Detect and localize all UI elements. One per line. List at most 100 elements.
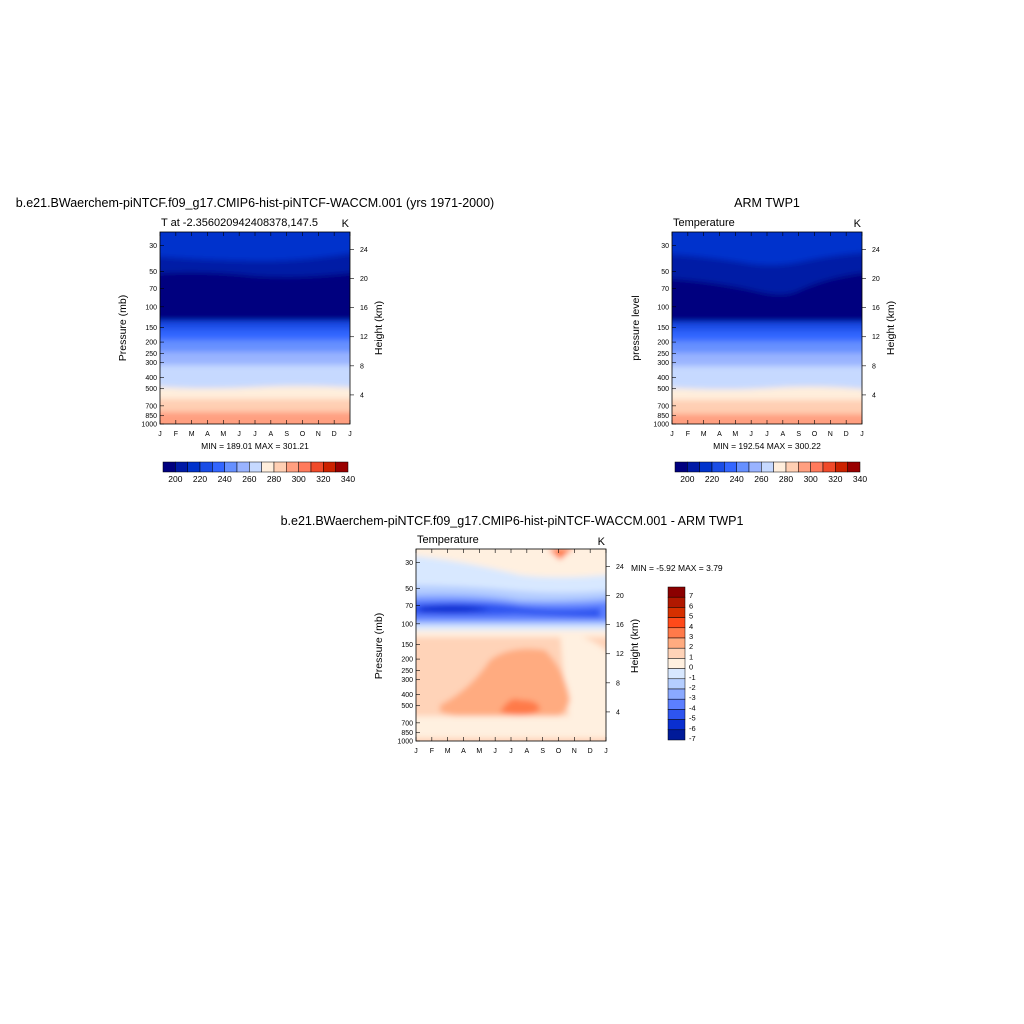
x-tick-label: J (860, 431, 864, 438)
colorbar-swatch (667, 719, 686, 731)
panel-obs-subtitle: Temperature (673, 217, 735, 229)
colorbar-swatch (835, 461, 848, 473)
colorbar-swatch (335, 461, 349, 473)
y-right-tick-label: 24 (872, 247, 880, 254)
panel-diff-contours (416, 549, 606, 741)
colorbar-label: -4 (689, 703, 696, 712)
y-tick-label: 250 (657, 351, 669, 358)
y-tick-label: 200 (657, 340, 669, 347)
x-tick-label: J (670, 431, 674, 438)
y-tick-label: 70 (661, 286, 669, 293)
panel-diff-axes: J F M A M J J A S O N D J 30 50 70 100 150 200 250 300 400 500… (397, 549, 624, 755)
y-tick-label: 200 (145, 340, 157, 347)
colorbar-swatch (724, 461, 737, 473)
panel-obs-axes: J F M A M J J A S O N D J 30 50 70 100 150 200 250 300 400 500… (653, 232, 880, 438)
y-right-tick-label: 12 (360, 334, 368, 341)
colorbar-swatch (822, 461, 836, 473)
colorbar-swatch (224, 461, 238, 473)
panel-model-minmax: MIN = 189.01 MAX = 301.21 (201, 441, 309, 451)
colorbar-swatch (187, 461, 201, 473)
panel-model: b.e21.BWaerchem-piNTCF.f09_g17.CMIP6-his… (16, 196, 494, 484)
colorbar-swatch (699, 461, 713, 473)
y-tick-label: 300 (145, 360, 157, 367)
x-tick-label: J (348, 431, 352, 438)
y-tick-label: 30 (149, 243, 157, 250)
y-right-tick-label: 4 (616, 709, 620, 716)
y-right-tick-label: 16 (872, 305, 880, 312)
y-tick-label: 100 (145, 304, 157, 311)
x-tick-label: A (205, 431, 210, 438)
panel-model-units: K (342, 218, 350, 230)
colorbar-swatch (667, 617, 686, 629)
x-tick-label: J (493, 748, 497, 755)
y-right-tick-label: 8 (616, 680, 620, 687)
colorbar-swatch (175, 461, 188, 473)
y-tick-label: 850 (401, 730, 413, 737)
colorbar-label: -7 (689, 734, 696, 743)
y-right-tick-label: 12 (872, 334, 880, 341)
x-tick-label: A (717, 431, 722, 438)
x-tick-label: M (476, 748, 482, 755)
panel-diff-minmax: MIN = -5.92 MAX = 3.79 (631, 563, 723, 573)
x-tick-label: S (796, 431, 801, 438)
x-tick-label: F (174, 431, 178, 438)
y-tick-label: 1000 (141, 422, 157, 429)
colorbar-swatch (667, 709, 686, 720)
colorbar-swatch (761, 461, 774, 473)
colorbar-swatch (773, 461, 787, 473)
colorbar-label: 240 (730, 474, 744, 484)
y-tick-label: 50 (405, 586, 413, 593)
colorbar-label: 0 (689, 663, 693, 672)
y-right-tick-label: 8 (872, 363, 876, 370)
y-tick-label: 400 (657, 375, 669, 382)
y-right-tick-label: 8 (360, 363, 364, 370)
y-tick-label: 300 (657, 360, 669, 367)
x-tick-label: D (332, 431, 337, 438)
colorbar-swatch (667, 698, 686, 710)
colorbar-swatch (667, 596, 686, 608)
panel-obs-units: K (854, 218, 862, 230)
y-tick-label: 700 (657, 403, 669, 410)
y-right-tick-label: 20 (616, 593, 624, 600)
colorbar-label: 320 (316, 474, 330, 484)
colorbar-swatch (667, 658, 686, 669)
panel-model-subtitle: T at -2.356020942408378,147.5 (161, 217, 318, 229)
panel-obs-minmax: MIN = 192.54 MAX = 300.22 (713, 441, 821, 451)
panel-diff-units: K (598, 536, 606, 548)
y-tick-label: 100 (401, 621, 413, 628)
y-tick-label: 30 (661, 243, 669, 250)
y-tick-label: 850 (657, 413, 669, 420)
x-tick-label: J (509, 748, 513, 755)
y-tick-label: 500 (401, 703, 413, 710)
x-tick-label: O (556, 748, 562, 755)
panel-model-axes: J F M A M J J A S O N D J 30 50 70 100 150 200 250 300 400 500… (141, 232, 368, 438)
y-right-tick-label: 20 (360, 276, 368, 283)
x-tick-label: F (686, 431, 690, 438)
y-tick-label: 1000 (397, 739, 413, 746)
colorbar-swatch (667, 678, 686, 690)
x-tick-label: O (300, 431, 306, 438)
x-tick-label: J (765, 431, 769, 438)
y-tick-label: 70 (149, 286, 157, 293)
colorbar-swatch (667, 688, 686, 700)
colorbar-label: 1 (689, 652, 693, 661)
colorbar-label: 200 (680, 474, 694, 484)
y-right-tick-label: 16 (616, 622, 624, 629)
y-tick-label: 100 (657, 304, 669, 311)
colorbar-swatch (199, 461, 213, 473)
x-tick-label: O (812, 431, 818, 438)
colorbar-swatch (736, 461, 750, 473)
x-tick-label: S (540, 748, 545, 755)
colorbar-swatch (711, 461, 725, 473)
x-tick-label: D (844, 431, 849, 438)
colorbar-label: 5 (689, 612, 693, 621)
panel-obs: ARM TWP1 Temperature K pressure level He… (630, 196, 897, 484)
x-tick-label: J (414, 748, 418, 755)
colorbar-swatch (261, 461, 275, 473)
y-tick-label: 300 (401, 677, 413, 684)
colorbar-label: 220 (193, 474, 207, 484)
colorbar-swatch (785, 461, 799, 473)
colorbar-swatch (674, 461, 688, 473)
